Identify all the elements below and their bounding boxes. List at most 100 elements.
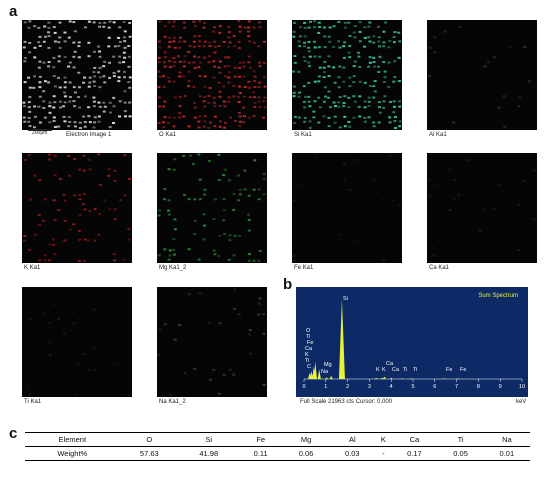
table-header: Fe bbox=[256, 435, 266, 444]
table-cell: 0.11 bbox=[253, 449, 268, 458]
table-header: Mg bbox=[300, 435, 312, 444]
table-cell: 0.03 bbox=[344, 449, 360, 458]
map-texture bbox=[22, 20, 132, 129]
map-texture bbox=[428, 26, 532, 128]
peak-label: Ti bbox=[403, 367, 407, 373]
table-cell: 57.63 bbox=[139, 449, 159, 458]
scale-bar-label: 200μm bbox=[32, 130, 48, 136]
map-caption: Na Ka1_2 bbox=[159, 399, 186, 405]
map-caption: Ca Ka1 bbox=[429, 265, 450, 271]
peak-label: K bbox=[382, 367, 386, 373]
map-texture bbox=[428, 159, 536, 257]
map-caption: Mg Ka1_2 bbox=[159, 265, 187, 271]
table-row: Weight% 57.63 41.98 0.11 0.06 0.03 - 0.1… bbox=[25, 447, 530, 461]
peak-label: Fe bbox=[307, 340, 313, 346]
spectrum-peak bbox=[325, 377, 329, 379]
peak-label: Ti bbox=[305, 358, 309, 364]
map-tile-7 bbox=[427, 153, 537, 263]
scale-bar bbox=[28, 129, 52, 131]
peak-label: Fe bbox=[446, 367, 452, 373]
peak-label: K bbox=[376, 367, 380, 373]
x-tick-label: 0 bbox=[302, 384, 305, 390]
map-caption: Al Ka1 bbox=[429, 132, 447, 138]
x-tick-label: 1 bbox=[324, 384, 327, 390]
map-texture bbox=[292, 20, 402, 129]
table-cell: Weight% bbox=[57, 449, 88, 458]
map-texture bbox=[292, 153, 402, 262]
peak-label: Fe bbox=[460, 367, 466, 373]
peak-label: Ca bbox=[305, 346, 313, 352]
spectrum-peak bbox=[456, 378, 460, 379]
map-texture bbox=[22, 153, 132, 262]
map-tile-3 bbox=[427, 20, 537, 130]
spectrum-peak bbox=[374, 377, 378, 379]
map-tile-8 bbox=[22, 287, 132, 397]
table-header: Ca bbox=[409, 435, 420, 444]
peak-label: Ca bbox=[392, 367, 400, 373]
spectrum-peak bbox=[409, 378, 414, 379]
spectrum-peak bbox=[338, 299, 345, 379]
table-header: O bbox=[146, 435, 153, 444]
spectrum-peak bbox=[317, 369, 321, 379]
spectrum-xlabel: keV bbox=[516, 399, 527, 405]
map-tile-4 bbox=[22, 153, 132, 263]
spectrum-peak bbox=[308, 375, 312, 379]
x-tick-label: 10 bbox=[519, 384, 525, 390]
peak-label: O bbox=[306, 328, 311, 334]
map-tile-5 bbox=[157, 153, 267, 263]
spectrum-peak bbox=[441, 378, 446, 379]
x-tick-label: 6 bbox=[433, 384, 436, 390]
x-tick-label: 5 bbox=[411, 384, 414, 390]
map-caption: Ti Ka1 bbox=[24, 399, 42, 405]
table-header: Al bbox=[348, 435, 356, 444]
map-caption: Si Ka1 bbox=[294, 132, 312, 138]
map-texture bbox=[157, 288, 266, 396]
spectrum-peak bbox=[389, 377, 394, 379]
map-texture bbox=[157, 20, 267, 129]
map-caption: Electron Image 1 bbox=[66, 132, 112, 138]
peak-label: K bbox=[305, 352, 309, 358]
spectrum-peak bbox=[382, 376, 387, 379]
x-tick-label: 7 bbox=[455, 384, 458, 390]
map-tile-1 bbox=[157, 20, 267, 130]
spectrum-footer: Full Scale 21963 cts Cursor: 0.000 bbox=[300, 399, 393, 405]
map-caption: K Ka1 bbox=[24, 265, 41, 271]
table-header: Na bbox=[502, 435, 512, 444]
map-tile-6 bbox=[292, 153, 402, 263]
x-tick-label: 4 bbox=[390, 384, 393, 390]
map-caption: O Ka1 bbox=[159, 132, 177, 138]
table-cell: 0.06 bbox=[298, 449, 314, 458]
table-header: Si bbox=[205, 435, 213, 444]
peak-label: C bbox=[307, 364, 311, 370]
map-caption: Fe Ka1 bbox=[294, 265, 314, 271]
table-cell: 41.98 bbox=[199, 449, 219, 458]
peak-label: Ti bbox=[306, 334, 310, 340]
x-tick-label: 9 bbox=[499, 384, 502, 390]
map-tile-2 bbox=[292, 20, 402, 130]
map-texture bbox=[27, 303, 131, 396]
panel-label-b: b bbox=[283, 276, 293, 293]
table-header-row: Element O Si Fe Mg Al K Ca Ti Na bbox=[25, 432, 530, 447]
panel-label-c: c bbox=[9, 425, 18, 442]
peak-label: Mg bbox=[324, 362, 332, 368]
map-texture bbox=[157, 153, 266, 262]
x-tick-label: 2 bbox=[346, 384, 349, 390]
table-cell: - bbox=[382, 449, 385, 458]
peak-label: Ti bbox=[413, 367, 417, 373]
table-header: Ti bbox=[457, 435, 464, 444]
table-header: K bbox=[380, 435, 386, 444]
x-tick-label: 8 bbox=[477, 384, 480, 390]
table-cell: 0.01 bbox=[499, 449, 515, 458]
peak-label: Ca bbox=[386, 361, 394, 367]
sum-spectrum-chart: Sum Spectrum 0 1 2 3 4 5 6 7 8 9 10 O Ti Fe Ca K Ti C Na Mg S… bbox=[296, 287, 528, 397]
table-cell: 0.05 bbox=[453, 449, 468, 458]
x-tick-label: 3 bbox=[368, 384, 371, 390]
table-header: Element bbox=[58, 435, 87, 444]
map-tile-9 bbox=[157, 287, 267, 397]
peak-label: Si bbox=[343, 296, 348, 302]
spectrum-peak bbox=[400, 378, 404, 379]
table-cell: 0.17 bbox=[407, 449, 422, 458]
composition-table: Element O Si Fe Mg Al K Ca Ti Na Weight%… bbox=[25, 432, 530, 461]
spectrum-peak bbox=[329, 375, 333, 379]
